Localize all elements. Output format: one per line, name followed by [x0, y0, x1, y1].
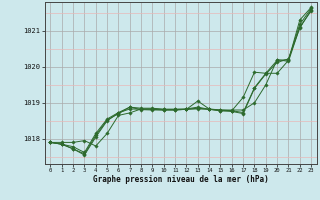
- X-axis label: Graphe pression niveau de la mer (hPa): Graphe pression niveau de la mer (hPa): [93, 175, 269, 184]
